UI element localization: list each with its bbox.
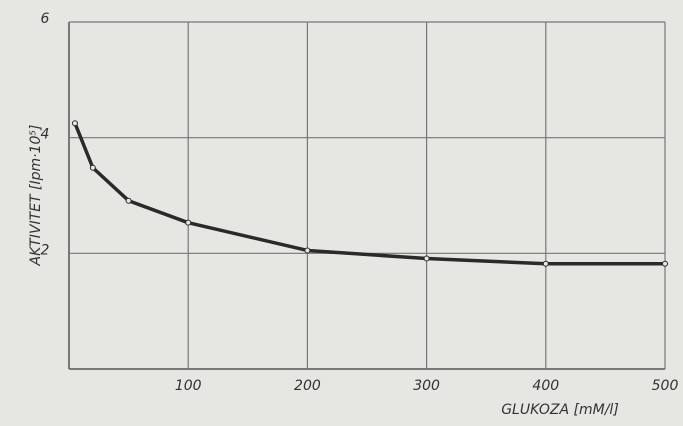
data-point bbox=[423, 255, 430, 262]
data-point bbox=[125, 197, 132, 204]
x-tick-label: 100 bbox=[175, 378, 202, 394]
x-tick-label: 400 bbox=[532, 378, 559, 394]
data-point bbox=[71, 120, 78, 127]
data-point bbox=[542, 260, 549, 267]
x-tick-label: 200 bbox=[294, 378, 321, 394]
data-line bbox=[73, 121, 667, 266]
x-axis-label: GLUKOZA [mM/l] bbox=[501, 402, 619, 418]
data-point bbox=[304, 247, 311, 254]
x-tick-label: 300 bbox=[413, 378, 440, 394]
y-tick-label: 4 bbox=[41, 127, 50, 143]
data-point bbox=[185, 219, 192, 226]
x-tick-label: 500 bbox=[652, 378, 679, 394]
data-point bbox=[89, 164, 96, 171]
y-tick-label: 2 bbox=[41, 242, 50, 258]
y-axis-label: AKTIVITET [Ipm·10⁵] bbox=[28, 125, 44, 267]
data-point bbox=[662, 260, 668, 267]
y-tick-label: 6 bbox=[41, 11, 50, 27]
